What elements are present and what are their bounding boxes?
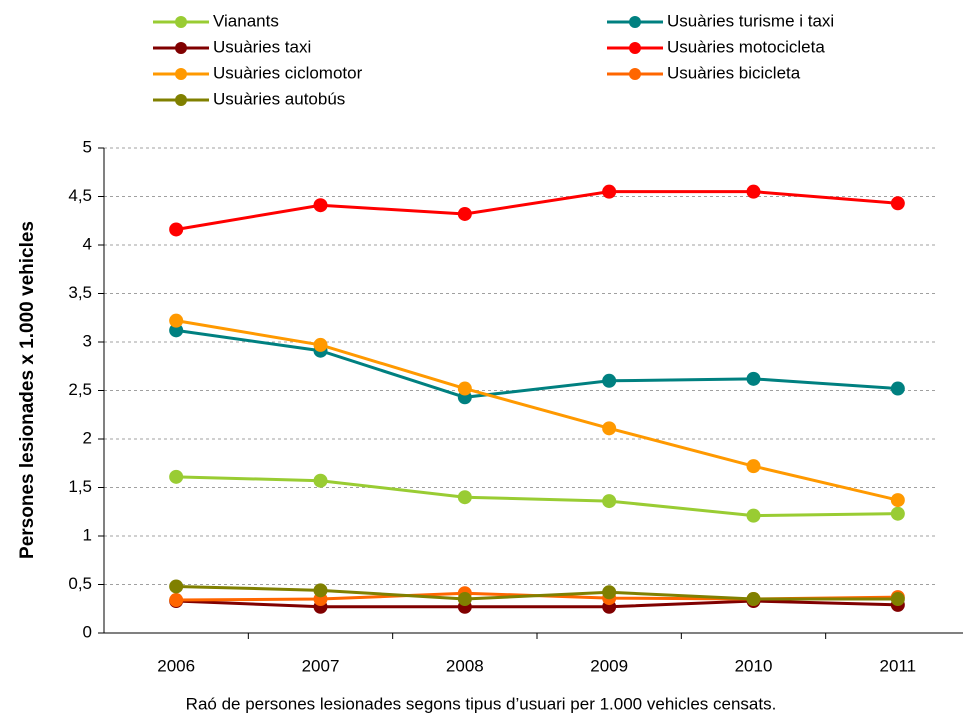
point (602, 373, 617, 388)
series-line (176, 584, 898, 601)
y-tick-label: 2 (83, 428, 92, 447)
point (457, 381, 472, 396)
point (457, 592, 472, 607)
point (169, 579, 184, 594)
point (746, 508, 761, 523)
series-line (176, 475, 898, 518)
legend-label: Usuàries motocicleta (667, 37, 825, 56)
y-axis-label: Persones lesionades x 1.000 vehicles (17, 221, 38, 559)
legend-marker (629, 42, 641, 54)
series-line (175, 190, 898, 231)
caption: Raó de persones lesionades segons tipus … (186, 694, 777, 713)
y-tick-label: 4 (83, 234, 92, 253)
y-tick-label: 4,5 (68, 186, 92, 205)
legend-label: Usuàries bicicleta (667, 63, 801, 82)
series-line (176, 599, 898, 609)
x-tick-label: 2008 (446, 656, 484, 675)
legend-label: Vianants (213, 11, 279, 30)
point (890, 592, 905, 607)
legend-marker (175, 94, 187, 106)
x-tick-label: 2010 (735, 656, 773, 675)
point (169, 323, 184, 338)
y-tick-label: 3,5 (68, 283, 92, 302)
y-tick-label: 1 (83, 525, 92, 544)
point (457, 206, 472, 221)
point (602, 585, 617, 600)
point (890, 506, 905, 521)
point (169, 313, 184, 328)
y-tick-label: 0,5 (68, 574, 92, 593)
legend-marker (175, 42, 187, 54)
point (746, 371, 761, 386)
point (890, 381, 905, 396)
legend-label: Usuàries ciclomotor (213, 63, 363, 82)
point (890, 493, 905, 508)
point (602, 184, 617, 199)
point (169, 469, 184, 484)
x-tick-label: 2007 (302, 656, 340, 675)
point (457, 490, 472, 505)
point (746, 592, 761, 607)
y-tick-label: 1,5 (68, 477, 92, 496)
x-tick-label: 2009 (590, 656, 628, 675)
series-line (175, 319, 899, 502)
point (746, 184, 761, 199)
y-tick-label: 0 (83, 622, 92, 641)
y-tick-label: 3 (83, 331, 92, 350)
point (313, 337, 328, 352)
point (313, 473, 328, 488)
legend-label: Usuàries taxi (213, 37, 311, 56)
point (169, 222, 184, 237)
point (746, 459, 761, 474)
x-tick-label: 2006 (157, 656, 195, 675)
point (313, 198, 328, 213)
point (602, 421, 617, 436)
y-tick-label: 5 (83, 137, 92, 156)
y-tick-label: 2,5 (68, 380, 92, 399)
point (313, 583, 328, 598)
legend-marker (629, 16, 641, 28)
x-tick-label: 2011 (880, 656, 917, 675)
legend-label: Usuàries turisme i taxi (667, 11, 834, 30)
legend-marker (175, 68, 187, 80)
point (169, 593, 184, 608)
series-line (175, 328, 898, 399)
point (602, 494, 617, 509)
point (890, 196, 905, 211)
legend-marker (629, 68, 641, 80)
legend-label: Usuàries autobús (213, 89, 345, 108)
legend-marker (175, 16, 187, 28)
